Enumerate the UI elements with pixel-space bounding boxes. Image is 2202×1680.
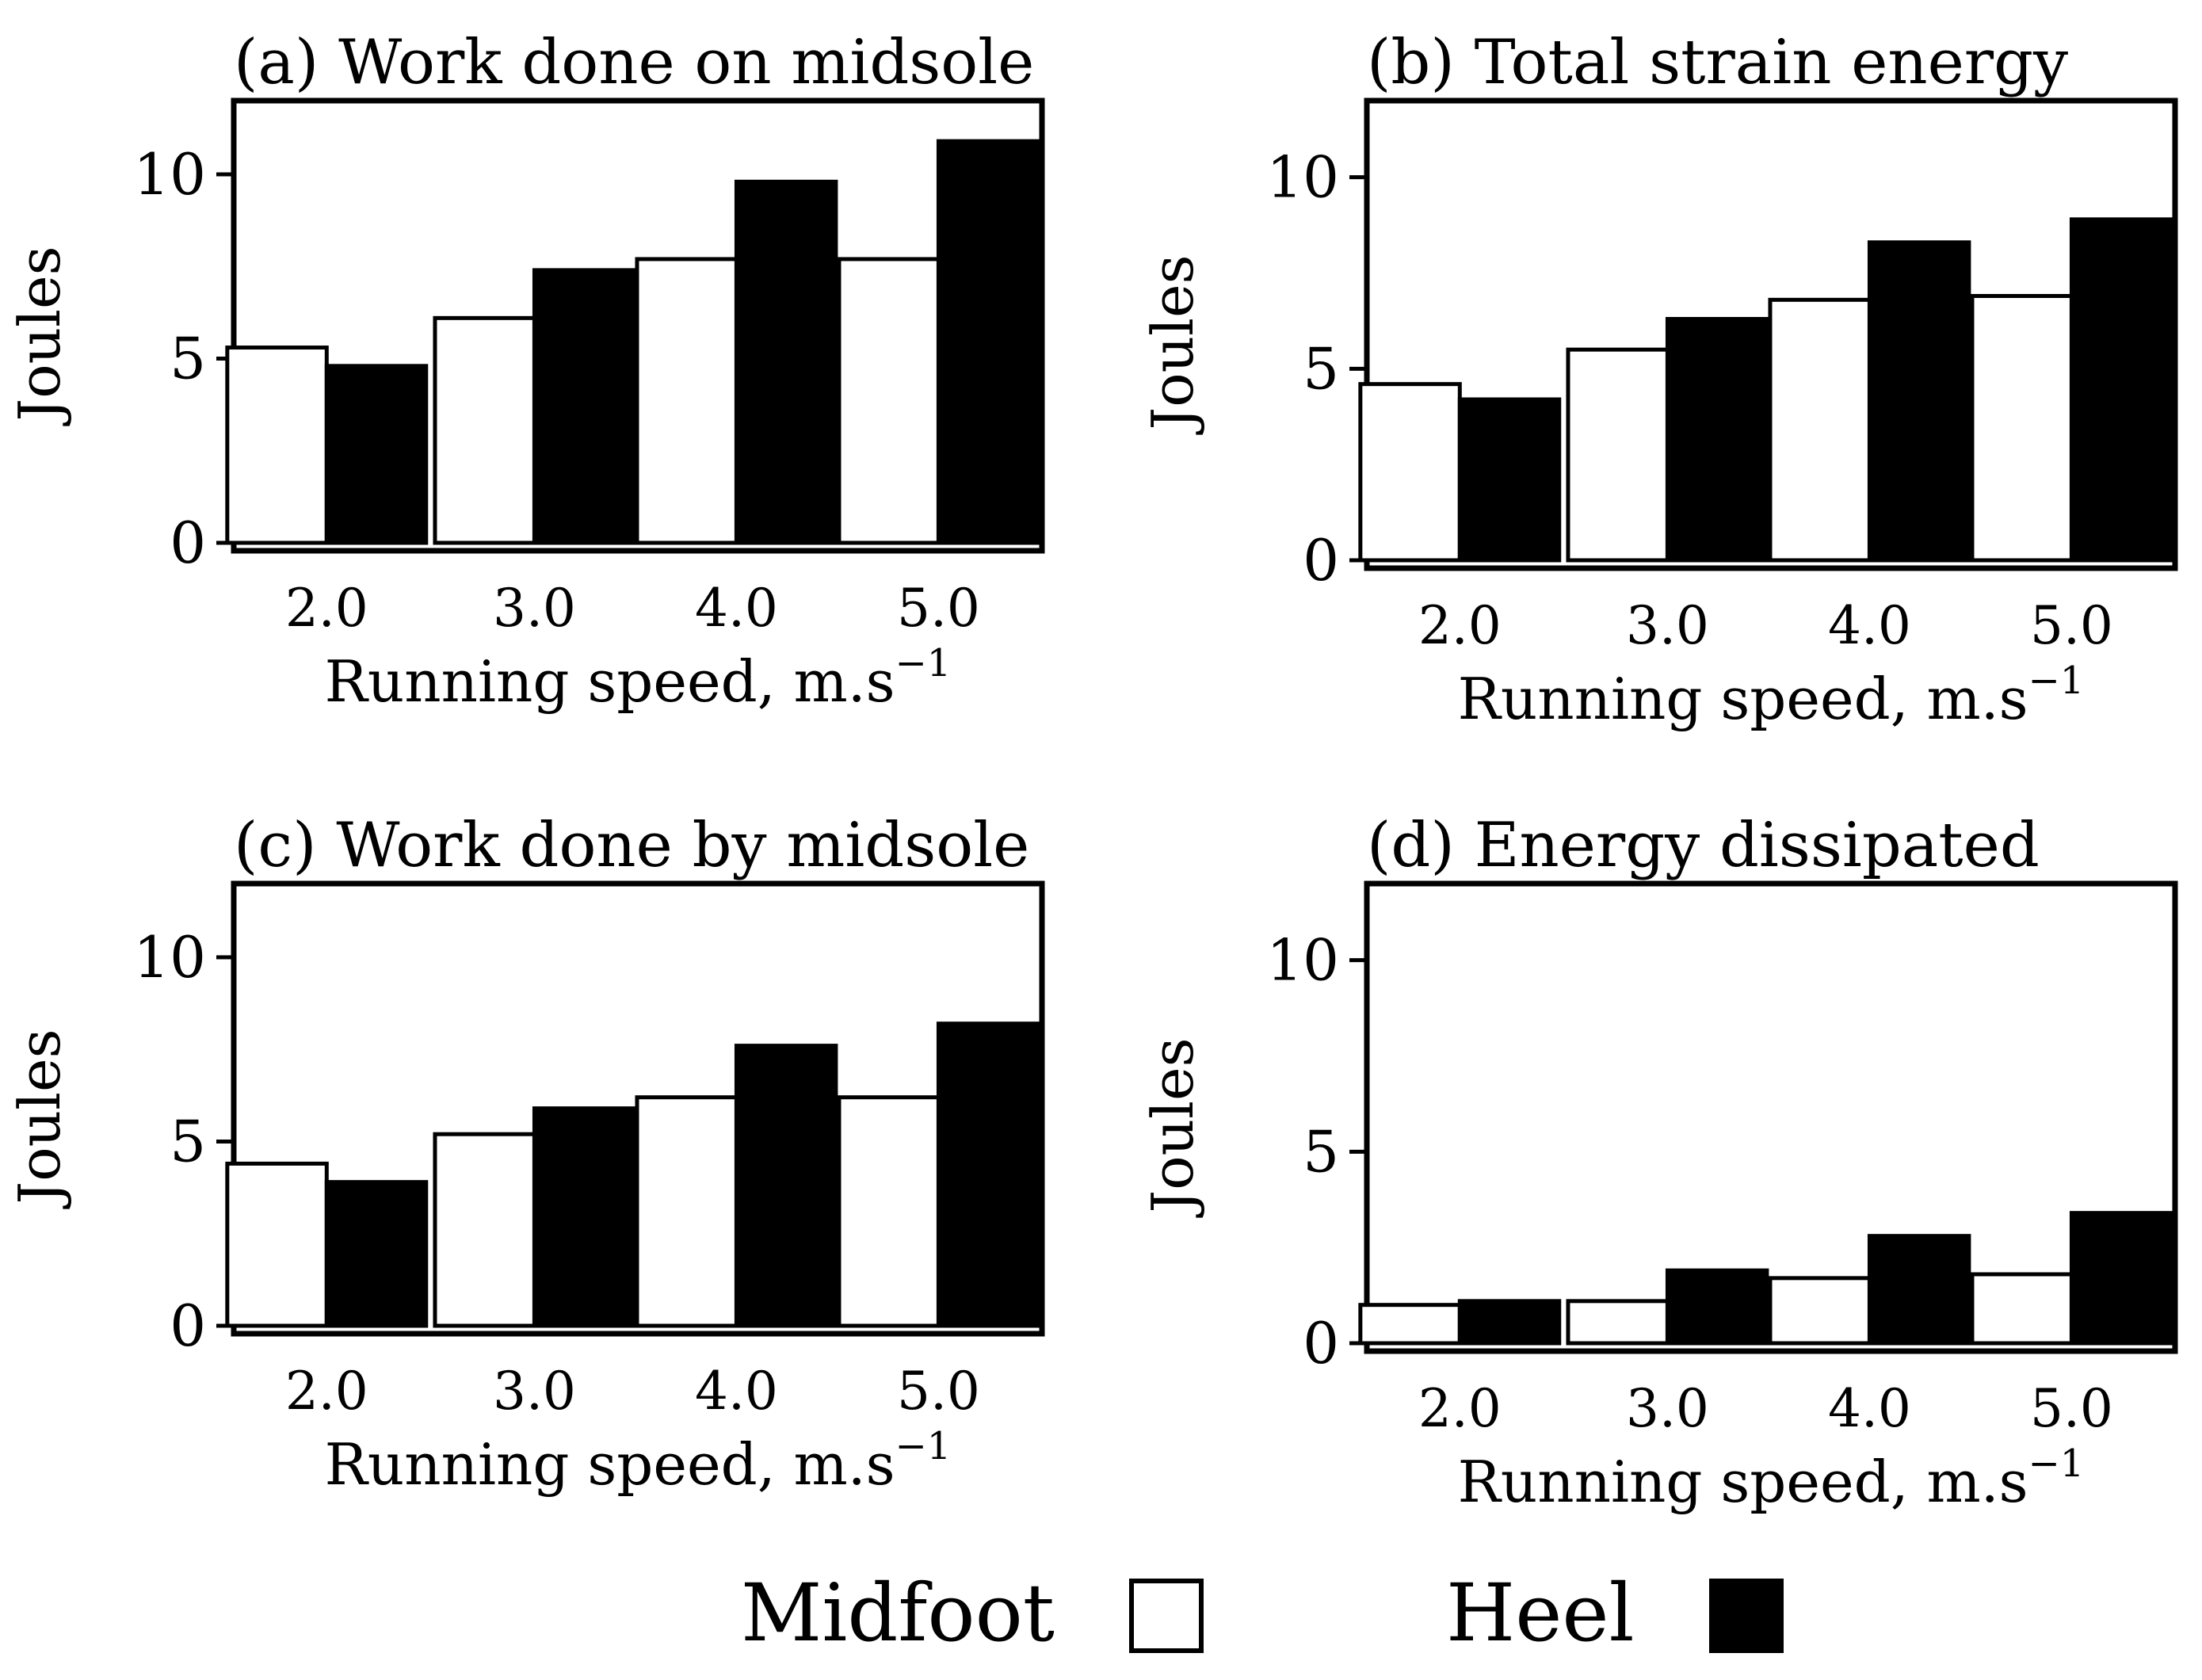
bar-heel-3.0 bbox=[1665, 1268, 1769, 1346]
x-axis-title: Running speed, m.s−1 bbox=[1458, 1441, 2085, 1515]
bar-midfoot-4.0 bbox=[1768, 1276, 1872, 1346]
legend: Midfoot Heel bbox=[741, 1567, 1784, 1659]
plot-frame bbox=[1364, 97, 2178, 571]
y-axis-title: Joules bbox=[1139, 254, 1206, 435]
bar-midfoot-2.0 bbox=[225, 1161, 329, 1328]
plot-frame bbox=[231, 97, 1045, 554]
bar-midfoot-3.0 bbox=[433, 1132, 536, 1328]
bar-heel-5.0 bbox=[2069, 217, 2173, 563]
bar-midfoot-2.0 bbox=[1358, 382, 1462, 563]
bar-midfoot-5.0 bbox=[1970, 294, 2074, 563]
y-axis-title: Joules bbox=[1139, 1037, 1206, 1218]
x-axis-title: Running speed, m.s−1 bbox=[325, 641, 952, 715]
bar-midfoot-3.0 bbox=[1566, 347, 1670, 563]
y-axis-title: Joules bbox=[6, 246, 73, 426]
bar-heel-4.0 bbox=[1867, 1234, 1971, 1346]
x-tick-label: 3.0 bbox=[493, 1361, 576, 1422]
x-tick-label: 2.0 bbox=[1418, 595, 1502, 656]
y-tick-label: 10 bbox=[133, 924, 206, 991]
bar-midfoot-3.0 bbox=[1566, 1299, 1670, 1346]
x-axis-title: Running speed, m.s−1 bbox=[1458, 659, 2085, 732]
panel-title: (b) Total strain energy bbox=[1367, 27, 2068, 98]
panel-title: (a) Work done on midsole bbox=[234, 27, 1034, 98]
bar-heel-4.0 bbox=[1867, 240, 1971, 563]
y-tick-label: 0 bbox=[1303, 1310, 1339, 1376]
plot-frame bbox=[231, 880, 1045, 1337]
y-tick-label: 0 bbox=[170, 1292, 206, 1359]
x-tick-label: 4.0 bbox=[695, 1361, 778, 1422]
bar-heel-2.0 bbox=[324, 364, 429, 545]
bar-midfoot-2.0 bbox=[225, 346, 329, 545]
bar-heel-4.0 bbox=[734, 179, 838, 545]
x-tick-label: 5.0 bbox=[2030, 595, 2113, 656]
legend-swatch-heel bbox=[1709, 1579, 1784, 1653]
bar-midfoot-4.0 bbox=[635, 257, 738, 545]
legend-label-heel: Heel bbox=[1446, 1567, 1635, 1659]
bar-heel-4.0 bbox=[734, 1044, 838, 1328]
y-axis-title: Joules bbox=[6, 1029, 73, 1209]
bar-heel-5.0 bbox=[936, 139, 1040, 545]
bar-heel-2.0 bbox=[324, 1180, 429, 1328]
bar-heel-3.0 bbox=[532, 268, 636, 545]
y-tick-label: 0 bbox=[170, 510, 206, 576]
x-tick-label: 5.0 bbox=[897, 1361, 980, 1422]
bar-heel-2.0 bbox=[1457, 1299, 1562, 1346]
y-tick-label: 5 bbox=[1303, 1118, 1339, 1185]
bar-heel-3.0 bbox=[532, 1106, 636, 1328]
y-tick-label: 5 bbox=[1303, 335, 1339, 402]
panel-title: (c) Work done by midsole bbox=[234, 810, 1029, 881]
panel-title: (d) Energy dissipated bbox=[1367, 810, 2040, 881]
bar-midfoot-4.0 bbox=[635, 1095, 738, 1328]
bar-midfoot-2.0 bbox=[1358, 1303, 1462, 1346]
bar-midfoot-5.0 bbox=[837, 257, 941, 545]
x-tick-label: 2.0 bbox=[285, 578, 368, 639]
x-tick-label: 3.0 bbox=[1626, 1378, 1709, 1439]
panel-a: (a) Work done on midsole 0 5 10 Joules 2.0 3.0… bbox=[6, 27, 1045, 715]
y-tick-label: 10 bbox=[133, 141, 206, 208]
bar-midfoot-5.0 bbox=[837, 1095, 941, 1328]
x-tick-label: 4.0 bbox=[1828, 1378, 1911, 1439]
chart-panels: (a) Work done on midsole 0 5 10 Joules 2.0 3.0… bbox=[6, 27, 2178, 1515]
y-tick-label: 5 bbox=[170, 1109, 206, 1175]
panel-c: (c) Work done by midsole 0 5 10 Joules 2.0 3.0… bbox=[6, 810, 1045, 1498]
bar-heel-5.0 bbox=[2069, 1211, 2173, 1346]
panel-b: (b) Total strain energy 0 5 10 Joules 2.0 3.0 4… bbox=[1139, 27, 2178, 732]
y-tick-label: 10 bbox=[1266, 144, 1339, 211]
bar-heel-2.0 bbox=[1457, 397, 1562, 563]
legend-swatch-midfoot bbox=[1129, 1579, 1204, 1653]
bar-midfoot-4.0 bbox=[1768, 297, 1872, 563]
bar-midfoot-5.0 bbox=[1970, 1272, 2074, 1346]
bar-heel-5.0 bbox=[936, 1021, 1040, 1328]
bar-heel-3.0 bbox=[1665, 317, 1769, 563]
bar-midfoot-3.0 bbox=[433, 315, 536, 545]
y-tick-label: 10 bbox=[1266, 927, 1339, 994]
x-tick-label: 2.0 bbox=[1418, 1378, 1502, 1439]
x-tick-label: 3.0 bbox=[1626, 595, 1709, 656]
x-tick-label: 2.0 bbox=[285, 1361, 368, 1422]
plot-frame bbox=[1364, 880, 2178, 1354]
legend-label-midfoot: Midfoot bbox=[741, 1567, 1055, 1659]
x-tick-label: 4.0 bbox=[695, 578, 778, 639]
panel-d: (d) Energy dissipated 0 5 10 Joules 2.0 3.0 4.0… bbox=[1139, 810, 2178, 1515]
x-tick-label: 4.0 bbox=[1828, 595, 1911, 656]
x-tick-label: 5.0 bbox=[897, 578, 980, 639]
x-tick-label: 5.0 bbox=[2030, 1378, 2113, 1439]
y-tick-label: 0 bbox=[1303, 527, 1339, 594]
x-axis-title: Running speed, m.s−1 bbox=[325, 1424, 952, 1498]
x-tick-label: 3.0 bbox=[493, 578, 576, 639]
y-tick-label: 5 bbox=[170, 326, 206, 392]
